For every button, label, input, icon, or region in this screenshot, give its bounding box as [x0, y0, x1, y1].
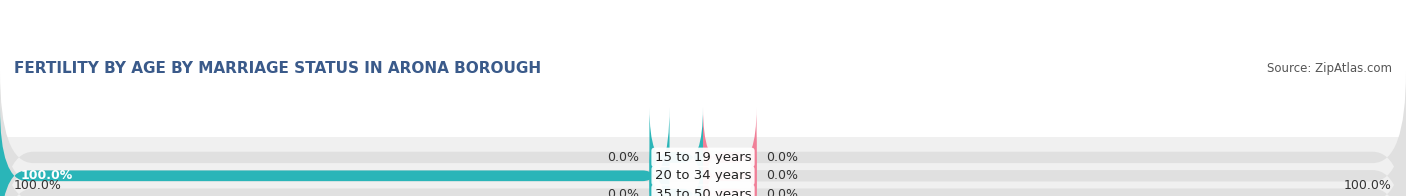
FancyBboxPatch shape [0, 71, 1406, 196]
Text: 0.0%: 0.0% [766, 151, 799, 164]
FancyBboxPatch shape [703, 126, 756, 196]
Text: 0.0%: 0.0% [766, 169, 799, 182]
FancyBboxPatch shape [0, 90, 1406, 196]
Text: 100.0%: 100.0% [1344, 179, 1392, 192]
Text: Source: ZipAtlas.com: Source: ZipAtlas.com [1267, 62, 1392, 75]
FancyBboxPatch shape [703, 108, 756, 196]
Text: 15 to 19 years: 15 to 19 years [655, 151, 751, 164]
Text: 35 to 50 years: 35 to 50 years [655, 188, 751, 196]
FancyBboxPatch shape [650, 144, 703, 196]
Text: 20 to 34 years: 20 to 34 years [655, 169, 751, 182]
Text: 0.0%: 0.0% [766, 188, 799, 196]
Text: FERTILITY BY AGE BY MARRIAGE STATUS IN ARONA BOROUGH: FERTILITY BY AGE BY MARRIAGE STATUS IN A… [14, 61, 541, 76]
Text: 100.0%: 100.0% [20, 169, 72, 182]
FancyBboxPatch shape [703, 144, 756, 196]
FancyBboxPatch shape [0, 108, 669, 196]
Text: 100.0%: 100.0% [14, 179, 62, 192]
FancyBboxPatch shape [0, 108, 1406, 196]
Text: 0.0%: 0.0% [607, 188, 640, 196]
FancyBboxPatch shape [650, 108, 703, 196]
Text: 0.0%: 0.0% [607, 151, 640, 164]
